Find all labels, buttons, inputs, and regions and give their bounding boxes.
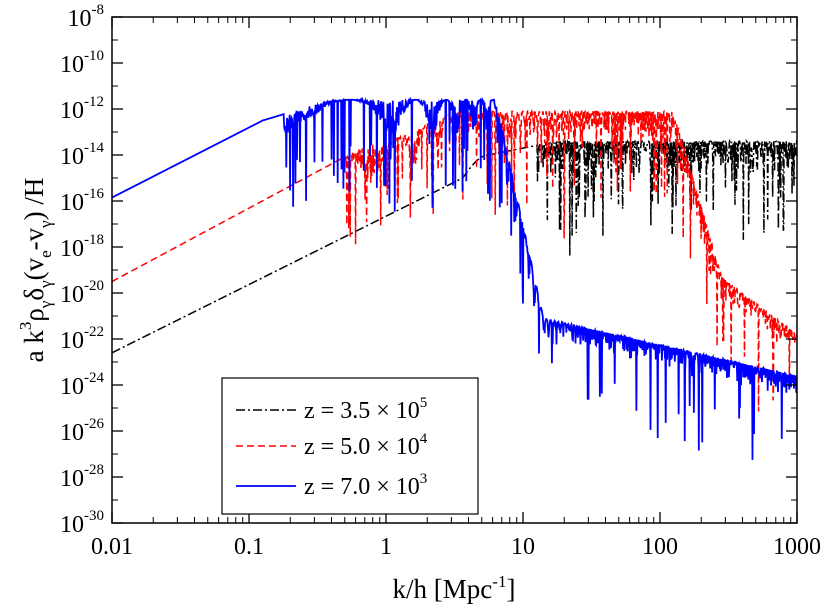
labels-layer: 0.01 0.1 1 10 100 1000 10-8 10-10 10-12 10-14 10-1… — [60, 2, 821, 560]
y-tick-label: 10-8 — [68, 2, 105, 32]
legend-item-1: z = 5.0 × 104 — [236, 431, 428, 460]
y-tick-label: 10-14 — [60, 140, 104, 170]
series-line-2 — [112, 96, 797, 460]
legend-label-0: z = 3.5 × 105 — [304, 395, 427, 424]
y-tick-label: 10-20 — [60, 278, 104, 308]
series-layer — [112, 96, 797, 460]
legend: z = 3.5 × 105 z = 5.0 × 104 z = 7.0 × 10… — [221, 377, 479, 515]
legend-item-2: z = 7.0 × 103 — [236, 471, 427, 500]
x-axis-label: k/h [Mpc-1] — [393, 572, 516, 604]
y-tick-label: 10-22 — [60, 324, 104, 354]
x-tick-label: 100 — [642, 534, 678, 560]
y-tick-label: 10-26 — [60, 416, 104, 446]
y-tick-label: 10-28 — [60, 462, 104, 492]
x-tick-label: 0.01 — [91, 534, 133, 560]
svg-text:k/h [Mpc-1]: k/h [Mpc-1] — [393, 572, 516, 604]
legend-label-2: z = 7.0 × 103 — [304, 471, 427, 500]
y-tick-label: 10-30 — [60, 508, 104, 538]
x-tick-label: 1000 — [773, 534, 821, 560]
legend-item-0: z = 3.5 × 105 — [236, 395, 427, 424]
x-tick-label: 0.1 — [234, 534, 264, 560]
y-axis-label: a k3ργδγ(ve-vγ) /H — [16, 178, 55, 363]
y-tick-label: 10-24 — [60, 370, 104, 400]
svg-text:a k3ργδγ(ve-vγ) /H: a k3ργδγ(ve-vγ) /H — [16, 178, 55, 363]
y-tick-label: 10-10 — [60, 48, 104, 78]
legend-label-1: z = 5.0 × 104 — [304, 431, 428, 460]
x-tick-label: 10 — [511, 534, 535, 560]
y-tick-label: 10-18 — [60, 232, 104, 262]
x-tick-label: 1 — [380, 534, 392, 560]
y-tick-label: 10-16 — [60, 186, 104, 216]
y-tick-label: 10-12 — [60, 94, 104, 124]
